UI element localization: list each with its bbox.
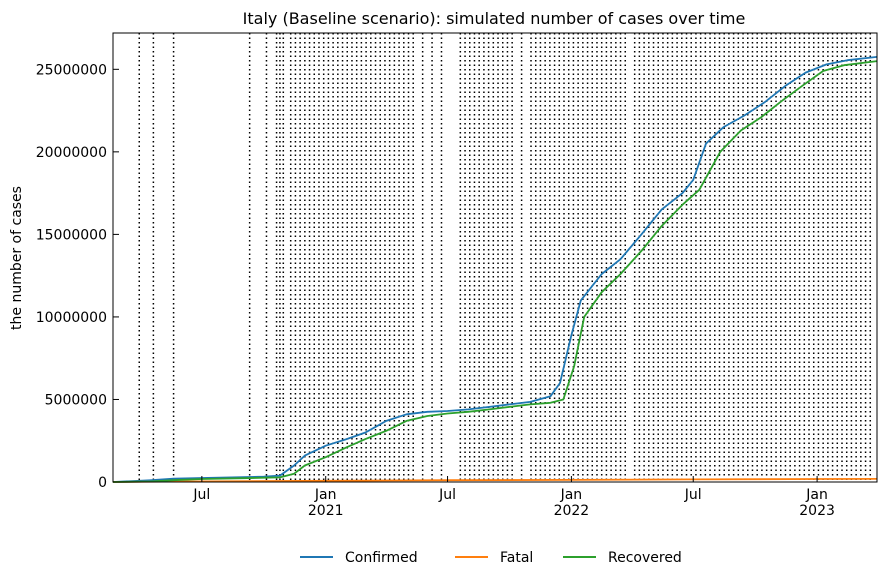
y-tick-label: 20000000 (36, 145, 107, 161)
y-tick-label: 10000000 (36, 310, 107, 326)
series-lines (112, 56, 878, 483)
axes: 0 5000000 10000000 15000000 20000000 25000000… (36, 32, 878, 519)
x-tick-year-label: 2023 (799, 503, 835, 519)
x-tick-label: Jan (560, 487, 583, 503)
x-tick-label: Jul (438, 487, 456, 503)
x-tick-year-label: 2021 (308, 503, 344, 519)
x-tick-year-label: 2022 (554, 503, 590, 519)
series-line-confirmed (112, 56, 878, 483)
y-tick-label: 15000000 (36, 227, 107, 243)
phase-change-lines (138, 33, 872, 482)
x-tick-label: Jul (192, 487, 210, 503)
legend-label: Recovered (608, 550, 682, 566)
legend-label: Confirmed (345, 550, 418, 566)
x-tick-label: Jan (314, 487, 337, 503)
y-axis-label: the number of cases (9, 186, 25, 330)
series-line-fatal (112, 477, 878, 483)
plot-frame (112, 32, 878, 483)
legend-label: Fatal (500, 550, 533, 566)
y-tick-label: 5000000 (45, 392, 107, 408)
y-tick-label: 25000000 (36, 62, 107, 78)
series-line-recovered (112, 60, 878, 483)
chart-title: Italy (Baseline scenario): simulated num… (243, 9, 746, 28)
legend: Confirmed Fatal Recovered (300, 550, 682, 566)
y-tick-label: 0 (98, 475, 107, 491)
x-tick-label: Jul (684, 487, 702, 503)
x-tick-label: Jan (805, 487, 828, 503)
